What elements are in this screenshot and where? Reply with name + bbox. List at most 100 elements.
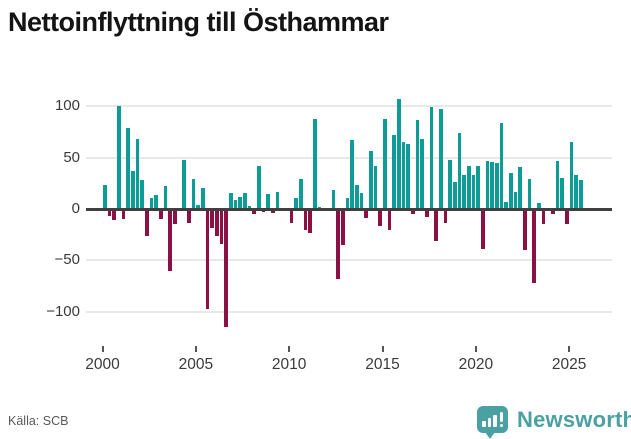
data-bar xyxy=(443,209,448,224)
data-bar xyxy=(131,170,135,209)
x-axis-tick xyxy=(101,346,104,352)
data-bar xyxy=(299,179,303,209)
x-axis-tick-label: 2000 xyxy=(85,356,120,373)
data-bar xyxy=(149,197,154,209)
data-bar xyxy=(439,109,443,209)
data-bar xyxy=(532,209,536,284)
data-bar xyxy=(215,209,219,236)
data-bar xyxy=(359,192,364,209)
y-axis-tick-label: 0 xyxy=(71,200,80,217)
x-axis-tick-label: 2010 xyxy=(271,356,307,373)
chart-title: Nettoinflyttning till Östhammar xyxy=(8,7,389,37)
data-bar xyxy=(145,209,149,236)
data-bar xyxy=(308,209,312,233)
data-bar xyxy=(112,209,116,221)
x-axis-tick xyxy=(474,346,477,352)
data-bar xyxy=(289,209,294,224)
logo-chart-bar-icon xyxy=(493,415,497,427)
data-bar xyxy=(495,162,499,209)
data-bar xyxy=(518,166,522,209)
data-bar xyxy=(243,192,247,209)
gridline xyxy=(86,310,612,313)
data-bar xyxy=(331,190,336,209)
data-bar xyxy=(373,165,378,209)
newsworthy-logo: Newsworthy xyxy=(477,404,631,439)
gridline xyxy=(86,105,612,108)
data-bar xyxy=(107,209,112,217)
data-bar xyxy=(233,199,238,209)
data-bar xyxy=(383,118,387,209)
data-bar xyxy=(205,209,210,309)
x-axis-tick-label: 2025 xyxy=(551,356,587,373)
data-bar xyxy=(476,165,480,209)
data-bar xyxy=(434,209,438,241)
data-bar xyxy=(579,180,583,209)
data-bar xyxy=(420,139,424,209)
data-bar xyxy=(336,209,340,279)
data-bar xyxy=(448,159,452,209)
x-axis-tick xyxy=(194,346,197,352)
data-bar xyxy=(378,209,382,227)
data-bar xyxy=(303,209,308,230)
data-bar xyxy=(364,209,368,219)
data-bar xyxy=(537,202,541,209)
data-bar xyxy=(196,204,200,209)
data-bar xyxy=(411,209,415,215)
data-bar xyxy=(523,209,527,251)
data-bar xyxy=(406,144,410,209)
logo-bubble-tail xyxy=(485,432,495,439)
data-bar xyxy=(182,159,186,209)
x-axis-tick xyxy=(381,346,384,352)
data-bar xyxy=(275,191,280,209)
data-bar xyxy=(247,205,252,209)
data-bar xyxy=(257,165,261,209)
logo-exclamation-icon xyxy=(499,412,503,422)
data-bar xyxy=(210,209,214,228)
data-bar xyxy=(154,194,158,209)
data-bar xyxy=(341,209,345,245)
data-bar xyxy=(397,99,401,209)
x-axis-tick-label: 2015 xyxy=(365,356,400,373)
data-bar xyxy=(560,178,564,209)
data-bar xyxy=(313,118,317,209)
logo-exclamation-dot-icon xyxy=(499,423,503,427)
data-bar xyxy=(159,209,163,220)
y-axis-tick-label: 100 xyxy=(54,97,80,115)
y-axis-tick-label: 50 xyxy=(63,148,80,166)
logo-speech-bubble-icon xyxy=(477,406,508,433)
data-bar xyxy=(415,119,420,209)
logo-chart-bar-icon xyxy=(487,418,491,427)
data-bar xyxy=(453,182,457,209)
x-axis-tick xyxy=(568,346,571,352)
data-bar xyxy=(462,175,466,209)
y-axis-tick-label: −50 xyxy=(54,251,80,269)
data-bar xyxy=(266,193,270,209)
data-bar xyxy=(229,192,233,209)
data-bar xyxy=(513,191,518,209)
data-bar xyxy=(504,201,508,209)
data-bar xyxy=(490,161,494,209)
data-bar xyxy=(294,197,298,209)
data-bar xyxy=(350,140,354,209)
data-bar xyxy=(555,160,560,209)
zero-axis-line xyxy=(86,207,612,211)
data-bar xyxy=(135,139,140,209)
data-bar xyxy=(355,185,359,209)
x-axis-tick-label: 2020 xyxy=(458,356,494,373)
gridline xyxy=(86,156,612,159)
x-axis-tick xyxy=(288,346,291,352)
data-bar xyxy=(126,127,130,209)
data-bar xyxy=(509,173,513,209)
data-bar xyxy=(345,197,350,209)
source-note: Källa: SCB xyxy=(8,414,69,428)
data-bar xyxy=(574,175,578,209)
data-bar xyxy=(117,106,121,209)
data-bar xyxy=(173,209,177,225)
data-bar xyxy=(551,209,555,215)
data-bar xyxy=(425,209,429,218)
data-bar xyxy=(238,196,242,209)
data-bar xyxy=(224,209,228,328)
data-bar xyxy=(252,209,256,215)
data-bar xyxy=(201,188,205,209)
